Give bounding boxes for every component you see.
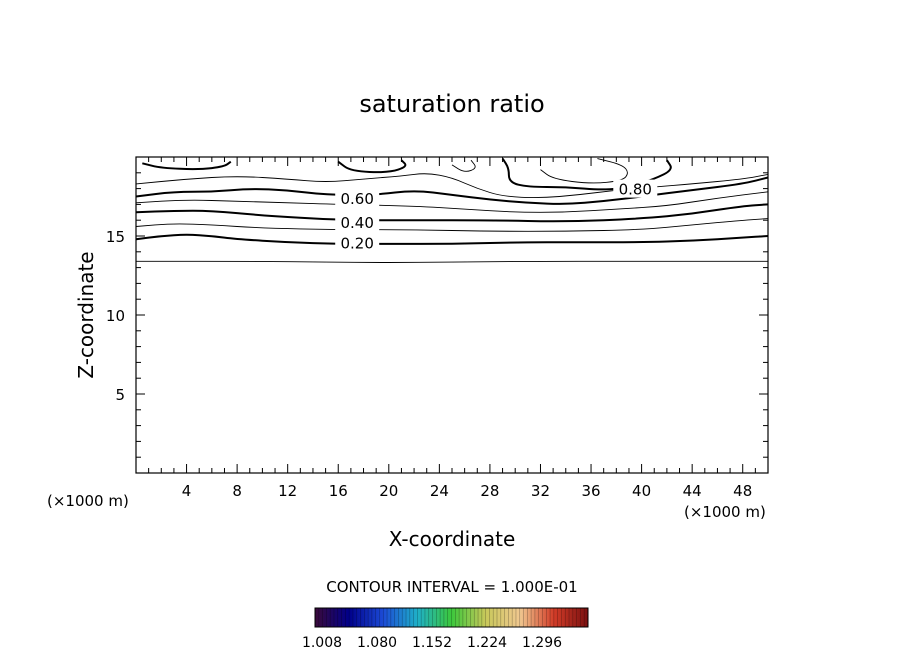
x-unit-label: (×1000 m)	[684, 503, 766, 521]
x-tick-label: 32	[531, 482, 550, 500]
colorbar-labels: 1.008 1.080 1.152 1.224 1.296	[302, 635, 562, 651]
axis-ticks	[136, 156, 769, 473]
x-tick-label: 20	[379, 482, 398, 500]
contour-labels: 0.20 0.40 0.60 0.80	[335, 179, 658, 252]
x-tick-label: 4	[182, 482, 192, 500]
y-tick-labels: 5 10 15	[106, 228, 125, 404]
contour-label-2: 0.60	[340, 190, 373, 208]
contour-label-bg-0	[335, 233, 380, 252]
y-tick-label: 15	[106, 228, 125, 246]
colorbar-tick-label: 1.008	[302, 635, 342, 651]
contour-line-8	[337, 159, 407, 174]
contour-line-2	[135, 218, 769, 232]
x-tick-label: 12	[278, 482, 297, 500]
colorbar-tick-label: 1.296	[522, 635, 562, 651]
x-tick-label: 24	[430, 482, 449, 500]
x-tick-label: 28	[480, 482, 499, 500]
contour-label-bg-2	[335, 189, 380, 208]
y-tick-label: 5	[115, 386, 125, 404]
y-unit-label: (×1000 m)	[47, 492, 129, 510]
contour-interval-text: CONTOUR INTERVAL = 1.000E-01	[326, 578, 577, 596]
contour-lines	[135, 158, 769, 263]
contour-line-10	[540, 158, 628, 184]
x-axis-label: X-coordinate	[389, 527, 516, 551]
x-tick-label: 44	[683, 482, 702, 500]
contour-line-1	[135, 233, 769, 245]
colorbar-tick-label: 1.224	[467, 635, 507, 651]
x-tick-labels: 4 8 12 16 20 24 28 32 36 40 44 48	[182, 482, 752, 500]
contour-line-7	[142, 160, 232, 171]
y-axis-label: Z-coordinate	[74, 251, 98, 378]
contour-line-9	[501, 158, 672, 191]
x-tick-label: 16	[329, 482, 348, 500]
colorbar-tick-label: 1.152	[412, 635, 452, 651]
contour-line-5	[135, 176, 769, 205]
colorbar	[314, 607, 589, 628]
contour-label-0: 0.20	[340, 234, 373, 252]
colorbar-stripes	[318, 608, 585, 627]
y-tick-label: 10	[106, 307, 125, 325]
contour-label-1: 0.40	[340, 214, 373, 232]
contour-line-3	[135, 203, 769, 223]
contour-label-bg-3	[613, 179, 658, 198]
contour-line-0	[136, 260, 768, 263]
x-tick-label: 48	[733, 482, 752, 500]
chart-title: saturation ratio	[359, 90, 544, 118]
contour-line-4	[135, 191, 769, 213]
x-tick-label: 8	[232, 482, 242, 500]
colorbar-tick-label: 1.080	[357, 635, 397, 651]
contour-label-3: 0.80	[619, 181, 652, 199]
contour-line-11	[451, 159, 476, 172]
x-tick-label: 40	[632, 482, 651, 500]
contour-label-bg-1	[335, 212, 380, 231]
x-tick-label: 36	[581, 482, 600, 500]
